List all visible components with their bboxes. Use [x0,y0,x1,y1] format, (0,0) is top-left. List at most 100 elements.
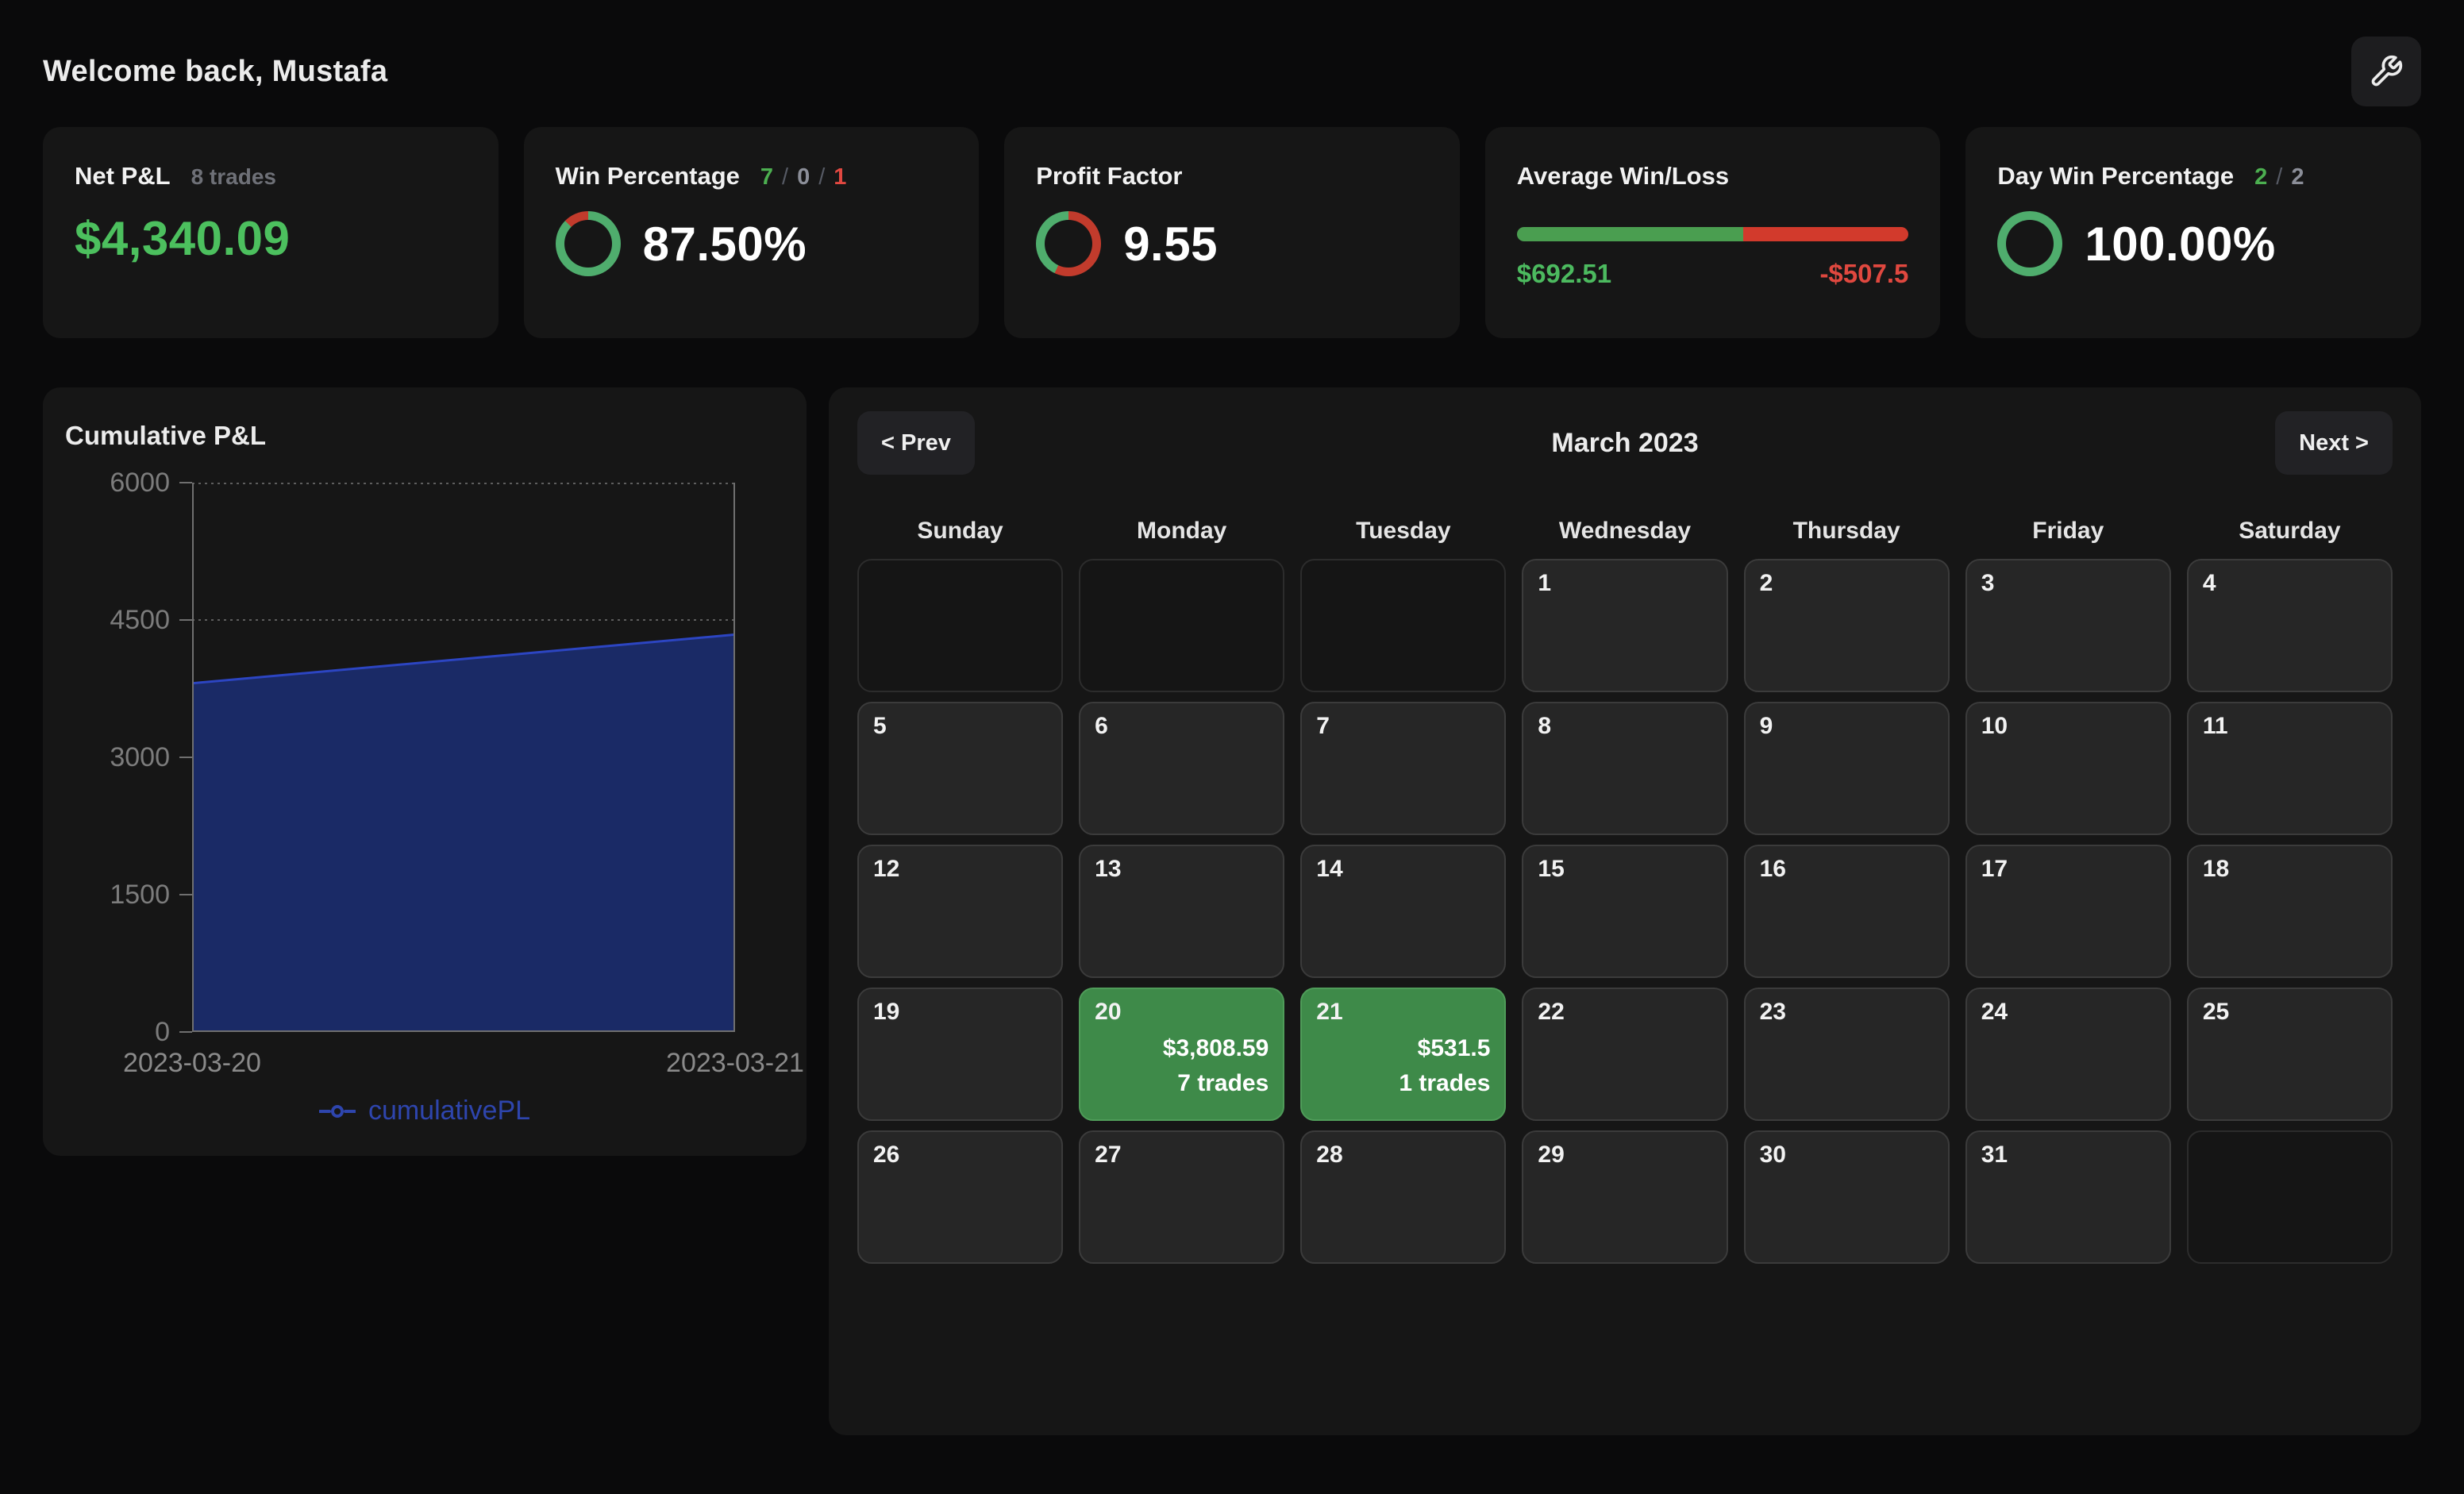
y-tick-label: 3000 [110,742,170,772]
calendar-grid: 1 2 3 4 5 6 7 8 9 10 11 12 13 14 15 16 1… [857,559,2393,1264]
weekday-label: Saturday [2239,518,2341,544]
profit-factor-value: 9.55 [1123,217,1218,271]
welcome-message: Welcome back, Mustafa [43,54,388,88]
cumulative-pl-area [192,634,735,1032]
calendar-day-cell[interactable]: 14 [1300,845,1507,978]
weekday-label: Friday [2032,518,2104,544]
calendar-next-button[interactable]: Next > [2275,411,2393,475]
calendar-day-cell[interactable]: 17 [1965,845,2171,978]
day-pnl: $3,808.59 [1162,1035,1269,1061]
y-tick-label: 6000 [110,468,170,498]
calendar-cell-empty [2186,1130,2393,1264]
calendar-month-title: March 2023 [1551,427,1699,458]
legend-label: cumulativePL [368,1095,531,1126]
calendar-cell-empty [1300,559,1507,692]
calendar-day-cell[interactable]: 1 [1522,559,1728,692]
calendar-day-cell[interactable]: 26 [857,1130,1064,1264]
weekday-label: Thursday [1792,518,1900,544]
day-trade-count: 7 trades [1177,1070,1269,1096]
calendar-day-cell[interactable]: 29 [1522,1130,1728,1264]
weekday-label: Sunday [917,518,1003,544]
calendar-day-cell[interactable]: 28 [1300,1130,1507,1264]
net-pl-trade-count: 8 trades [191,164,276,189]
calendar-day-cell[interactable]: 5 [857,702,1064,835]
calendar-day-cell[interactable]: 6 [1079,702,1285,835]
calendar-day-cell[interactable]: 2 [1743,559,1950,692]
calendar-day-cell[interactable]: 4 [2186,559,2393,692]
net-pl-title: Net P&L [75,162,171,190]
calendar-day-cell[interactable]: 25 [2186,988,2393,1121]
calendar-day-cell[interactable]: 27 [1079,1130,1285,1264]
calendar-day-cell[interactable]: 9 [1743,702,1950,835]
calendar-card: < Prev March 2023 Next > Sunday Monday T… [829,387,2421,1435]
win-percentage-donut [555,211,621,276]
y-tick-label: 4500 [110,605,170,635]
settings-button[interactable] [2351,37,2421,106]
weekday-label: Tuesday [1356,518,1451,544]
y-tick-label: 0 [155,1017,170,1047]
calendar-day-cell[interactable]: 24 [1965,988,2171,1121]
net-pl-value: $4,340.09 [75,212,291,265]
average-win-value: $692.51 [1516,259,1612,288]
y-tick-mark [179,1031,192,1033]
weekday-label: Wednesday [1558,518,1692,544]
calendar-day-cell[interactable]: 19 [857,988,1064,1121]
calendar-prev-button[interactable]: < Prev [857,411,975,475]
profit-factor-donut [1036,211,1102,276]
calendar-day-cell[interactable]: 3 [1965,559,2171,692]
calendar-day-cell[interactable]: 11 [2186,702,2393,835]
legend-line-marker-icon [318,1104,356,1118]
calendar-day-cell[interactable]: 7 [1300,702,1507,835]
weekday-header-row: Sunday Monday Tuesday Wednesday Thursday… [857,518,2393,545]
win-percentage-value: 87.50% [642,217,807,271]
y-tick-mark [179,894,192,895]
day-win-percentage-card: Day Win Percentage 2 / 2 100.00% [1965,127,2421,338]
area-chart-plot [192,483,735,1032]
average-win-loss-card: Average Win/Loss $692.51 -$507.5 [1484,127,1941,338]
calendar-cell-empty [857,559,1064,692]
win-percentage-card: Win Percentage 7 / 0 / 1 87.50% [523,127,980,338]
day-win-percentage-title: Day Win Percentage [1997,162,2235,190]
calendar-day-cell-win[interactable]: 21 $531.5 1 trades [1300,988,1507,1121]
cumulative-pl-line [192,633,735,685]
y-tick-mark [179,619,192,621]
calendar-header: < Prev March 2023 Next > [857,411,2393,475]
calendar-day-cell[interactable]: 10 [1965,702,2171,835]
calendar-day-cell[interactable]: 15 [1522,845,1728,978]
calendar-day-cell[interactable]: 18 [2186,845,2393,978]
average-loss-value: -$507.5 [1819,259,1909,288]
calendar-day-cell[interactable]: 13 [1079,845,1285,978]
calendar-day-cell[interactable]: 30 [1743,1130,1950,1264]
calendar-day-cell-win[interactable]: 20 $3,808.59 7 trades [1079,988,1285,1121]
calendar-day-cell[interactable]: 16 [1743,845,1950,978]
x-axis-label-start: 2023-03-20 [123,1048,261,1078]
cumulative-pl-card: Cumulative P&L 6000 4500 3000 1500 0 [43,387,807,1156]
y-tick-mark [179,757,192,758]
legend-item-cumulativepl[interactable]: cumulativePL [43,1095,807,1126]
calendar-day-cell[interactable]: 22 [1522,988,1728,1121]
weekday-label: Monday [1137,518,1227,544]
avg-loss-segment [1742,227,1909,241]
y-tick-label: 1500 [110,880,170,910]
profit-factor-card: Profit Factor 9.55 [1004,127,1460,338]
y-tick-mark [179,482,192,483]
wrench-icon [2371,55,2403,87]
day-win-percentage-value: 100.00% [2085,217,2276,271]
calendar-day-cell[interactable]: 31 [1965,1130,2171,1264]
avg-win-segment [1516,227,1743,241]
top-bar: Welcome back, Mustafa [43,35,2421,108]
average-win-loss-title: Average Win/Loss [1516,162,1730,190]
calendar-cell-empty [1079,559,1285,692]
win-percentage-title: Win Percentage [555,162,740,190]
average-win-loss-bar [1516,227,1909,241]
calendar-day-cell[interactable]: 12 [857,845,1064,978]
day-win-percentage-donut [1997,211,2063,276]
calendar-day-cell[interactable]: 23 [1743,988,1950,1121]
net-pl-card: Net P&L 8 trades $4,340.09 [43,127,499,338]
calendar-day-cell[interactable]: 8 [1522,702,1728,835]
x-axis-label-end: 2023-03-21 [666,1048,804,1078]
main-row: Cumulative P&L 6000 4500 3000 1500 0 [43,387,2421,1435]
profit-factor-title: Profit Factor [1036,162,1183,190]
chart-title: Cumulative P&L [65,421,267,450]
